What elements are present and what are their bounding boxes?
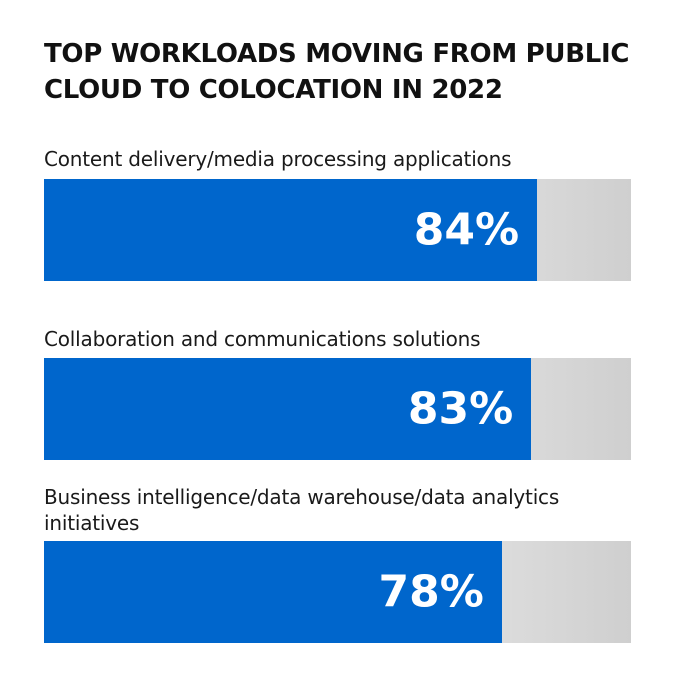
bar-track: 78% [44,541,631,643]
bar-track: 83% [44,358,631,460]
bar-value-label: 84% [413,204,520,256]
bar-track: 84% [44,179,631,281]
bar-label: Business intelligence/data warehouse/dat… [44,485,560,535]
chart-title: TOP WORKLOADS MOVING FROM PUBLIC CLOUD T… [44,39,630,105]
bar-value-label: 83% [407,383,514,435]
bar-item-collaboration: Collaboration and communications solutio… [44,326,631,460]
bar-fill: 84% [44,179,538,281]
bar-fill: 83% [44,358,532,460]
bar-label: Content delivery/media processing applic… [44,147,512,171]
bar-item-business-intelligence: Business intelligence/data warehouse/dat… [44,484,631,643]
bar-label: Collaboration and communications solutio… [44,327,481,351]
bar-fill: 78% [44,541,502,643]
bar-value-label: 78% [378,566,484,618]
bar-item-content-delivery: Content delivery/media processing applic… [44,146,631,281]
